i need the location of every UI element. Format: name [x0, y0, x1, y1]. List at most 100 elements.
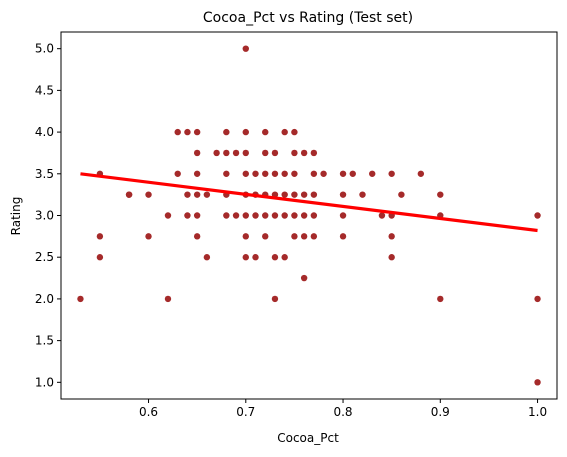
data-point [339, 191, 347, 198]
data-point [96, 233, 104, 240]
x-axis-label: Cocoa_Pct [277, 431, 339, 445]
data-point [398, 191, 405, 198]
data-point [534, 295, 541, 303]
x-tick-label: 0.9 [431, 405, 450, 419]
data-point [262, 149, 269, 157]
data-point [378, 212, 386, 219]
data-point [203, 254, 211, 261]
data-point [145, 233, 152, 240]
y-axis-label: Rating [9, 197, 23, 236]
data-point [281, 191, 288, 198]
data-point [193, 233, 201, 240]
x-tick-label: 0.7 [236, 405, 255, 419]
data-point [223, 170, 230, 177]
data-point [203, 191, 211, 198]
data-point [310, 233, 318, 240]
data-point [310, 149, 318, 157]
data-point [184, 191, 191, 198]
data-point [310, 170, 318, 177]
data-point [262, 170, 269, 177]
data-point [300, 212, 308, 219]
data-point [193, 191, 201, 198]
data-point [320, 170, 327, 177]
data-point [242, 254, 249, 261]
data-point [271, 212, 279, 219]
data-point [271, 149, 279, 157]
data-point [252, 254, 259, 261]
y-tick-label: 2.0 [35, 292, 54, 306]
data-point [242, 212, 249, 219]
data-point [291, 212, 298, 219]
x-tick-label: 0.6 [139, 405, 158, 419]
data-point [417, 170, 425, 177]
data-point [232, 212, 240, 219]
data-point [262, 128, 269, 136]
data-point [125, 191, 133, 198]
y-tick-label: 5.0 [35, 42, 54, 56]
data-point [145, 191, 152, 198]
data-point [96, 254, 104, 261]
x-tick-label: 0.8 [333, 405, 352, 419]
data-point [310, 212, 318, 219]
data-point [242, 128, 249, 136]
data-point [388, 254, 395, 261]
x-axis: 0.6 0.7 0.8 0.9 1.0 [139, 399, 547, 419]
data-point [262, 233, 269, 240]
data-point [281, 128, 288, 136]
data-point [300, 233, 308, 240]
data-point [223, 128, 230, 136]
data-point [271, 170, 279, 177]
data-point [291, 191, 298, 198]
data-point [271, 295, 279, 303]
data-point [339, 170, 347, 177]
data-point [359, 191, 366, 198]
data-point [388, 170, 395, 177]
data-point [388, 233, 395, 240]
data-point [242, 45, 249, 52]
data-point [369, 170, 376, 177]
data-point [242, 149, 249, 157]
data-points [77, 45, 541, 386]
data-point [213, 149, 220, 157]
data-point [242, 170, 249, 177]
data-point [174, 128, 181, 136]
data-point [262, 212, 269, 219]
data-point [281, 212, 288, 219]
chart-title: Cocoa_Pct vs Rating (Test set) [203, 10, 413, 26]
data-point [534, 379, 541, 386]
data-point [291, 149, 298, 157]
x-tick-label: 1.0 [528, 405, 547, 419]
data-point [193, 212, 201, 219]
data-point [291, 233, 298, 240]
data-point [534, 212, 541, 219]
y-tick-label: 1.0 [35, 375, 54, 389]
data-point [252, 212, 259, 219]
regression-line [80, 172, 538, 233]
data-point [77, 295, 84, 303]
data-point [291, 170, 298, 177]
data-point [339, 233, 347, 240]
data-point [300, 149, 308, 157]
data-point [291, 128, 298, 136]
y-tick-label: 1.5 [35, 334, 54, 348]
y-tick-label: 4.5 [35, 83, 54, 97]
data-point [232, 149, 240, 157]
data-point [223, 149, 230, 157]
data-point [174, 170, 181, 177]
data-point [223, 212, 230, 219]
plot-area [60, 31, 558, 400]
data-point [193, 170, 201, 177]
data-point [184, 212, 191, 219]
data-point [310, 191, 318, 198]
data-point [437, 191, 444, 198]
y-tick-label: 3.5 [35, 167, 54, 181]
data-point [164, 212, 172, 219]
data-point [193, 149, 201, 157]
data-point [193, 128, 201, 136]
y-tick-label: 2.5 [35, 250, 54, 264]
data-point [339, 212, 347, 219]
data-point [252, 170, 259, 177]
data-point [300, 274, 308, 282]
data-point [437, 295, 444, 303]
